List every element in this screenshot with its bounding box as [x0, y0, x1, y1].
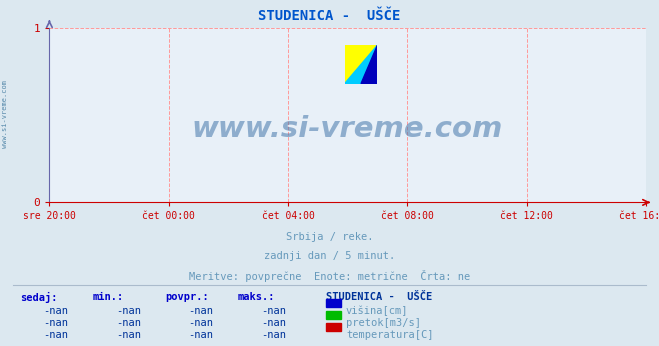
Text: povpr.:: povpr.: — [165, 292, 208, 302]
Text: -nan: -nan — [43, 318, 69, 328]
Text: -nan: -nan — [188, 306, 214, 316]
Polygon shape — [361, 45, 378, 84]
Text: Meritve: povprečne  Enote: metrične  Črta: ne: Meritve: povprečne Enote: metrične Črta:… — [189, 270, 470, 282]
Text: Srbija / reke.: Srbija / reke. — [286, 232, 373, 242]
Text: maks.:: maks.: — [237, 292, 275, 302]
Text: -nan: -nan — [116, 318, 141, 328]
Text: -nan: -nan — [188, 330, 214, 340]
Text: www.si-vreme.com: www.si-vreme.com — [2, 80, 9, 148]
Text: STUDENICA -  UŠČE: STUDENICA - UŠČE — [326, 292, 432, 302]
Polygon shape — [345, 45, 378, 84]
Text: -nan: -nan — [116, 306, 141, 316]
Text: pretok[m3/s]: pretok[m3/s] — [346, 318, 421, 328]
Text: -nan: -nan — [188, 318, 214, 328]
Text: min.:: min.: — [92, 292, 123, 302]
Text: www.si-vreme.com: www.si-vreme.com — [192, 115, 503, 143]
Text: višina[cm]: višina[cm] — [346, 306, 409, 316]
Text: STUDENICA -  UŠČE: STUDENICA - UŠČE — [258, 9, 401, 22]
Text: -nan: -nan — [43, 306, 69, 316]
Text: -nan: -nan — [43, 330, 69, 340]
Text: -nan: -nan — [261, 306, 286, 316]
Text: -nan: -nan — [261, 318, 286, 328]
Text: temperatura[C]: temperatura[C] — [346, 330, 434, 340]
Text: zadnji dan / 5 minut.: zadnji dan / 5 minut. — [264, 251, 395, 261]
Text: -nan: -nan — [116, 330, 141, 340]
Polygon shape — [345, 45, 378, 84]
Text: sedaj:: sedaj: — [20, 292, 57, 303]
Text: -nan: -nan — [261, 330, 286, 340]
